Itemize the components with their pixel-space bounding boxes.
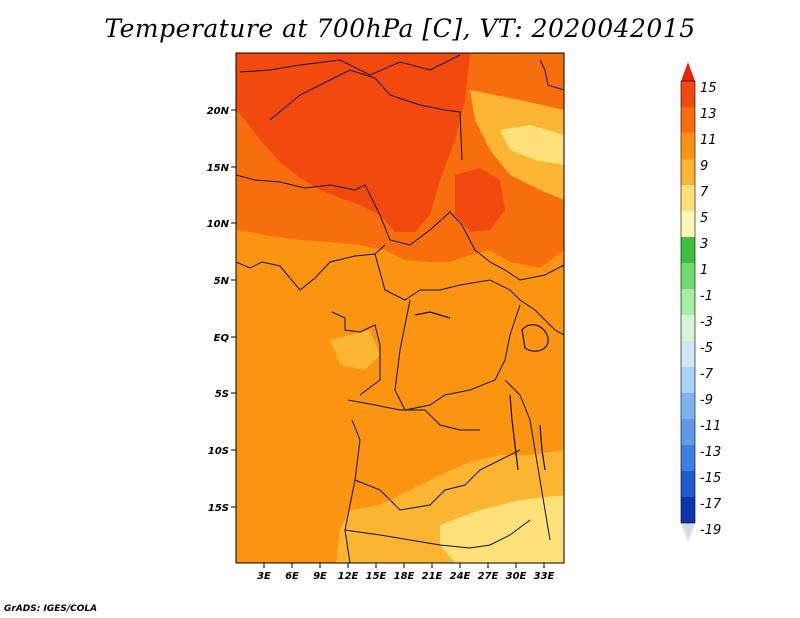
- lat-label-20n: 20N: [207, 106, 230, 117]
- lon-label-24e: 24E: [450, 571, 471, 582]
- border-gulf-coast: [236, 244, 386, 291]
- lake-malawi: [539, 424, 546, 471]
- colorbar: 15 13 11 9 7 5 3 1 -1 -3 -5 -7 -9 -11 -1…: [680, 62, 722, 542]
- colorbar-cell: [681, 289, 695, 315]
- border-drc-north: [374, 253, 521, 301]
- lat-label-5s: 5S: [215, 389, 229, 400]
- border-red-sea: [539, 59, 564, 91]
- grads-credit: GrADS: IGES/COLA: [4, 604, 98, 614]
- field-band-13-east: [455, 168, 505, 232]
- colorbar-label: -17: [700, 497, 722, 512]
- map-frame: [235, 52, 565, 564]
- lon-label-30e: 30E: [506, 571, 527, 582]
- colorbar-label: -15: [700, 471, 721, 486]
- lon-label-27e: 27E: [478, 571, 499, 582]
- colorbar-cell: [681, 185, 695, 211]
- lake-congo: [414, 311, 451, 319]
- border-namibia-north: [344, 519, 531, 549]
- colorbar-cell: [681, 107, 695, 133]
- lon-label-21e: 21E: [422, 571, 443, 582]
- lon-label-18e: 18E: [394, 571, 415, 582]
- border-niger-chad: [269, 69, 463, 161]
- colorbar-cell: [681, 445, 695, 471]
- longitude-axis: 3E 6E 9E 12E 15E 18E 21E 24E 27E 30E 33E: [257, 563, 555, 582]
- colorbar-label: 11: [700, 133, 717, 148]
- lon-label-3e: 3E: [257, 571, 271, 582]
- border-drc-east: [394, 299, 521, 411]
- colorbar-top-arrow: [681, 62, 695, 81]
- colorbar-label: -9: [700, 393, 713, 408]
- field-band-5-east: [500, 125, 564, 165]
- lon-label-9e: 9E: [313, 571, 327, 582]
- colorbar-label: -1: [700, 289, 713, 304]
- colorbar-cell: [681, 393, 695, 419]
- colorbar-cell: [681, 497, 695, 523]
- colorbar-cell: [681, 133, 695, 159]
- colorbar-cell: [681, 211, 695, 237]
- lon-label-6e: 6E: [285, 571, 299, 582]
- lake-victoria: [521, 324, 549, 352]
- colorbar-label: 9: [700, 159, 708, 174]
- field-band-7-congo: [330, 330, 380, 370]
- border-sahel: [236, 174, 381, 216]
- lakes: [414, 311, 549, 471]
- latitude-axis: 20N 15N 10N 5N EQ 5S 10S 15S: [207, 106, 236, 514]
- colorbar-label: -11: [700, 419, 721, 434]
- colorbar-cell: [681, 341, 695, 367]
- lon-label-15e: 15E: [366, 571, 387, 582]
- border-congo-gabon: [331, 311, 381, 396]
- lon-label-12e: 12E: [338, 571, 359, 582]
- colorbar-cell: [681, 237, 695, 263]
- border-sahara-north: [239, 54, 461, 76]
- border-malawi-moz: [504, 379, 551, 541]
- lat-label-15s: 15S: [208, 503, 229, 514]
- temperature-field: [236, 53, 564, 563]
- border-drc-angola: [347, 399, 480, 431]
- border-zambia: [354, 449, 521, 511]
- colorbar-bottom-arrow: [681, 523, 695, 542]
- colorbar-label: -3: [700, 315, 713, 330]
- field-band-13: [236, 53, 470, 232]
- colorbar-label: -7: [700, 367, 714, 382]
- field-band-5-south: [440, 495, 564, 563]
- colorbar-label: 1: [700, 263, 708, 278]
- lat-label-10s: 10S: [208, 446, 229, 457]
- colorbar-label: -19: [700, 523, 721, 538]
- colorbar-cell: [681, 81, 695, 107]
- lat-label-15n: 15N: [207, 163, 230, 174]
- lake-tanganyika: [509, 394, 519, 471]
- lat-label-10n: 10N: [207, 219, 230, 230]
- colorbar-label: 7: [700, 185, 709, 200]
- colorbar-cell: [681, 471, 695, 497]
- colorbar-label: 13: [700, 107, 717, 122]
- lon-label-33e: 33E: [534, 571, 555, 582]
- colorbar-cell: [681, 159, 695, 185]
- colorbar-label: -13: [700, 445, 721, 460]
- colorbar-cell: [681, 419, 695, 445]
- colorbar-label: 3: [700, 237, 708, 252]
- colorbar-label: -5: [700, 341, 713, 356]
- colorbar-cell: [681, 315, 695, 341]
- border-car-sudan: [379, 211, 564, 281]
- lat-label-eq: EQ: [214, 333, 230, 344]
- colorbar-cell: [681, 367, 695, 393]
- colorbar-label: 15: [700, 81, 717, 96]
- colorbar-label: 5: [700, 211, 708, 226]
- lat-label-5n: 5N: [214, 276, 230, 287]
- colorbar-cell: [681, 263, 695, 289]
- country-borders: [236, 54, 564, 563]
- border-uganda-kenya: [519, 299, 564, 336]
- chart-title: Temperature at 700hPa [C], VT: 202004201…: [104, 14, 696, 43]
